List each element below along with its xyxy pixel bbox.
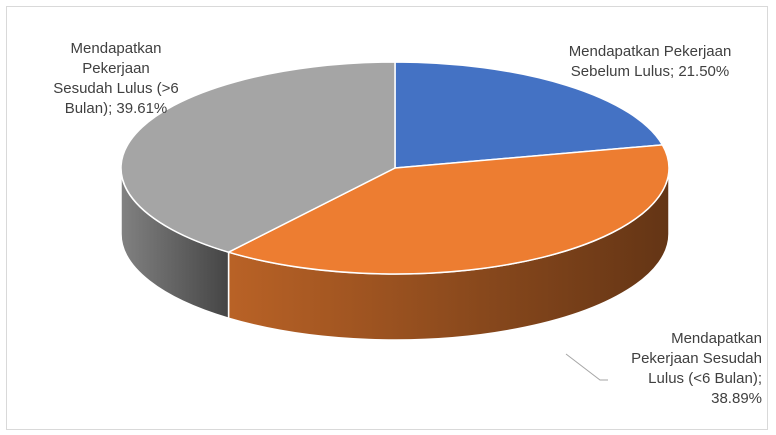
data-label-slice-2-line-1: Mendapatkan — [671, 330, 762, 347]
data-label-slice-3: Mendapatkan Pekerjaan Sesudah Lulus (>6 … — [40, 39, 192, 119]
data-label-slice-2-line-4: 38.89% — [711, 390, 762, 407]
data-label-slice-3-line-4: Bulan); 39.61% — [64, 100, 168, 117]
data-label-slice-2: Mendapatkan Pekerjaan Sesudah Lulus (<6 … — [596, 329, 762, 409]
pie-slice-2 — [226, 144, 670, 275]
pie-slice-3 — [120, 61, 396, 254]
data-label-slice-1: Mendapatkan Pekerjaan Sebelum Lulus; 21.… — [540, 42, 760, 82]
data-label-slice-3-line-2: Pekerjaan — [82, 60, 150, 77]
data-label-slice-2-line-3: Lulus (<6 Bulan); — [648, 370, 762, 387]
pie-slice-1 — [394, 61, 664, 169]
data-label-slice-1-line-1: Mendapatkan Pekerjaan — [568, 43, 732, 60]
data-label-slice-1-line-2: Sebelum Lulus; 21.50% — [570, 63, 730, 80]
leader-line-slice-2 — [565, 353, 608, 381]
data-label-slice-3-line-3: Sesudah Lulus (>6 — [53, 80, 179, 97]
data-label-slice-2-line-2: Pekerjaan Sesudah — [631, 350, 762, 367]
data-label-slice-3-line-1: Mendapatkan — [70, 40, 162, 57]
